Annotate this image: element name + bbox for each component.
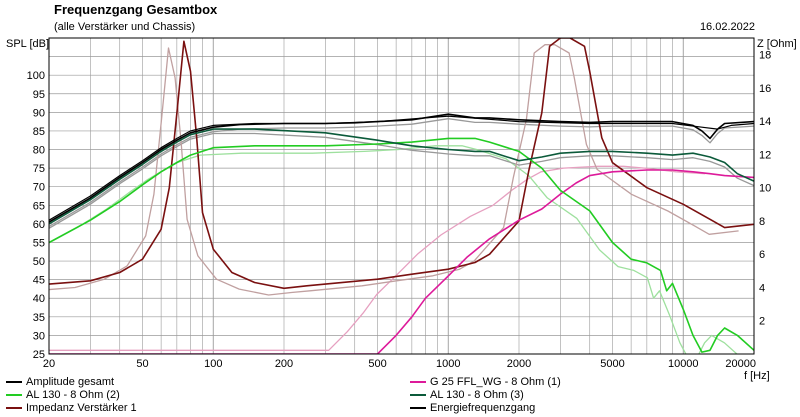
y2-tick-label: 12 [759, 149, 771, 161]
y2-tick-label: 4 [759, 282, 765, 294]
y2-tick-label: 18 [759, 50, 771, 62]
y-tick-label: 35 [33, 312, 45, 324]
reference-curve [49, 118, 754, 228]
legend: Amplitude gesamt AL 130 - 8 Ohm (2) Impe… [0, 376, 800, 416]
legend-label: Impedanz Verstärker 1 [26, 402, 137, 414]
legend-swatch [6, 394, 22, 397]
x-tick-label: 10000 [668, 358, 699, 370]
plot-frame [48, 37, 755, 355]
x-tick-label: 50 [136, 358, 148, 370]
legend-item-amplitude-gesamt: Amplitude gesamt [6, 376, 114, 389]
x-tick-label: 1000 [436, 358, 460, 370]
reference-curve [49, 132, 754, 229]
series-line-g-25-ffl-wg-8-ohm-1 [49, 169, 754, 354]
y-tick-label: 90 [33, 107, 45, 119]
y2-tick-label: 14 [759, 116, 771, 128]
x-axis-label: f [Hz] [744, 370, 770, 382]
y-tick-label: 75 [33, 163, 45, 175]
chart-title: Frequenzgang Gesamtbox [54, 2, 218, 17]
series-line-al-130-8-ohm-2 [49, 137, 754, 353]
y2-tick-label: 10 [759, 183, 771, 195]
chart-subtitle: (alle Verstärker und Chassis) [54, 21, 196, 33]
y2-tick-label: 8 [759, 216, 765, 228]
series-line-al-130-8-ohm-3 [49, 128, 754, 225]
legend-label: Energiefrequenzgang [430, 402, 536, 414]
legend-label: AL 130 - 8 Ohm (2) [26, 389, 120, 401]
y-tick-label: 85 [33, 126, 45, 138]
legend-swatch [6, 381, 22, 384]
x-tick-label: 200 [275, 358, 293, 370]
y2-tick-label: 6 [759, 249, 765, 261]
x-tick-label: 500 [368, 358, 386, 370]
y2-axis-label: Z [Ohm] [757, 38, 797, 50]
y2-tick-label: 2 [759, 316, 765, 328]
y-tick-label: 95 [33, 89, 45, 101]
x-tick-label: 2000 [507, 358, 531, 370]
y-axis-label: SPL [dB] [6, 38, 50, 50]
legend-swatch [6, 407, 22, 410]
legend-label: G 25 FFL_WG - 8 Ohm (1) [430, 376, 561, 388]
reference-curve [49, 44, 739, 296]
y-tick-label: 65 [33, 200, 45, 212]
chart-date: 16.02.2022 [699, 21, 755, 33]
x-tick-label: 5000 [600, 358, 624, 370]
legend-item-al130-2: AL 130 - 8 Ohm (2) [6, 389, 120, 402]
series-line-amplitude-gesamt [49, 113, 754, 223]
legend-label: Amplitude gesamt [26, 376, 115, 388]
tick-labels: 25 30 35 40 45 50 55 60 65 70 75 80 85 90 95 100 2 4 6 8 10 1… [27, 50, 772, 370]
legend-item-g25: G 25 FFL_WG - 8 Ohm (1) [410, 376, 561, 389]
legend-swatch [410, 381, 426, 384]
y-tick-label: 45 [33, 275, 45, 287]
y-tick-label: 100 [27, 70, 45, 82]
y-tick-label: 25 [33, 349, 45, 361]
legend-label: AL 130 - 8 Ohm (3) [430, 389, 524, 401]
legend-item-energie: Energiefrequenzgang [410, 402, 535, 415]
series-line-impedanz-verst-rker-1 [49, 38, 754, 290]
reference-curve [49, 165, 706, 351]
y2-tick-label: 16 [759, 83, 771, 95]
y-tick-label: 60 [33, 219, 45, 231]
y-tick-label: 55 [33, 237, 45, 249]
grid [48, 37, 755, 355]
curves [49, 38, 754, 354]
y-tick-label: 40 [33, 293, 45, 305]
y-tick-label: 30 [33, 330, 45, 342]
legend-swatch [410, 407, 426, 410]
x-tick-label: 100 [204, 358, 222, 370]
y-tick-label: 50 [33, 256, 45, 268]
x-tick-label: 20 [43, 358, 55, 370]
y-tick-label: 80 [33, 145, 45, 157]
legend-item-impedanz: Impedanz Verstärker 1 [6, 402, 137, 415]
y-tick-label: 70 [33, 182, 45, 194]
legend-item-al130-3: AL 130 - 8 Ohm (3) [410, 389, 524, 402]
legend-swatch [410, 394, 426, 397]
x-tick-label: 20000 [725, 358, 756, 370]
reference-curve [49, 145, 738, 354]
